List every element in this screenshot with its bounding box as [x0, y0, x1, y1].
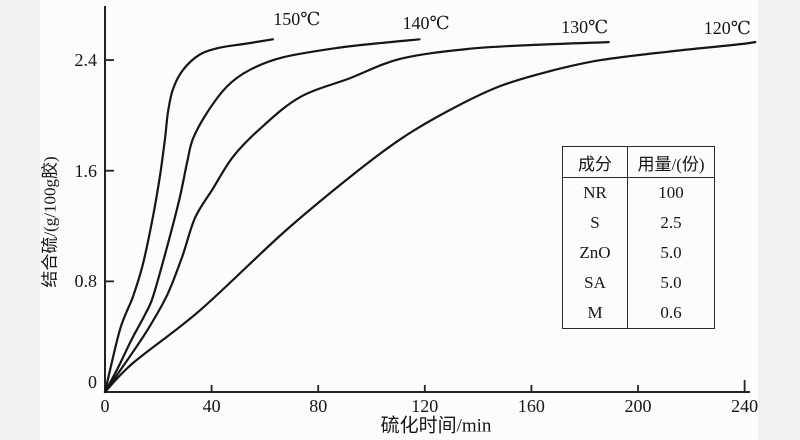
x-tick-label: 160 [517, 396, 545, 416]
curve-120c [103, 41, 757, 394]
curve-130c [103, 41, 610, 394]
curve-140c [103, 38, 421, 394]
component-cell: NR [562, 177, 628, 208]
table-row: S 2.5 [562, 208, 715, 238]
series-label-120c: 120℃ [703, 18, 751, 39]
y-tick-label: 1.6 [74, 160, 98, 181]
x-tick-label: 120 [411, 396, 439, 416]
curve-150c [103, 38, 274, 394]
series-label-140c: 140℃ [402, 12, 450, 33]
component-cell: SA [562, 268, 628, 298]
recipe-table: 成分 用量/(份) NR 100 S 2.5 ZnO 5.0 SA 5.0 M … [562, 146, 715, 329]
amount-cell: 5.0 [660, 243, 682, 262]
component-cell: ZnO [562, 238, 628, 268]
table-row: M 0.6 [562, 298, 715, 329]
amount-cell: 100 [658, 183, 684, 202]
table-header-amount: 用量/(份) [627, 146, 715, 178]
series-label-150c: 150℃ [273, 8, 321, 29]
y-tick-label: 0.8 [74, 271, 98, 292]
x-axis-title: 硫化时间/min [380, 415, 492, 437]
amount-cell: 5.0 [660, 273, 682, 292]
table-header-component: 成分 [562, 146, 628, 178]
x-tick-label: 80 [309, 396, 328, 416]
table-row: SA 5.0 [562, 268, 715, 298]
y-tick-label: 0 [88, 372, 97, 392]
x-tick-label: 0 [100, 396, 110, 416]
table-row: NR 100 [562, 177, 715, 208]
amount-cell: 2.5 [660, 213, 682, 232]
component-cell: S [562, 208, 628, 238]
x-tick-label: 240 [731, 396, 759, 416]
series-label-130c: 130℃ [561, 16, 609, 37]
table-header-row: 成分 用量/(份) [562, 146, 715, 178]
table-row: ZnO 5.0 [562, 238, 715, 268]
component-cell: M [562, 298, 628, 329]
y-tick-label: 2.4 [74, 50, 98, 71]
amount-cell: 0.6 [660, 303, 682, 322]
x-tick-label: 40 [202, 396, 221, 416]
x-tick-label: 200 [624, 396, 652, 416]
